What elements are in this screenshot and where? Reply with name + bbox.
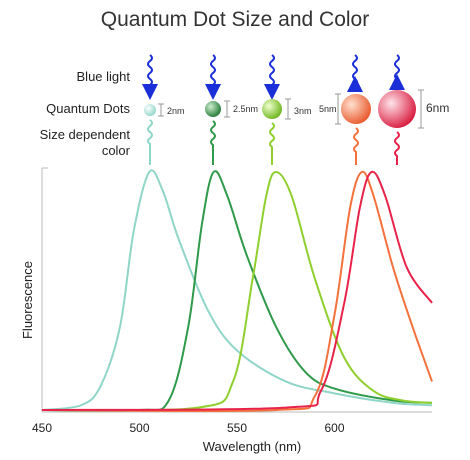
emission-wave-5 [394,131,400,165]
blue-light-wave-1 [142,54,158,100]
color-label: color [101,143,130,158]
x-tick-label-500: 500 [129,421,149,435]
dot-size-label-4: 5nm [319,104,337,114]
quantum-dot-2nm [144,104,156,116]
chart-title: Quantum Dot Size and Color [100,8,370,31]
blue-light-label: Blue light [76,69,130,84]
emission-wave-3 [269,122,275,165]
quantum-dot-6nm [378,90,416,128]
emission-wave-4 [353,127,359,165]
x-axis-label: Wavelength (nm) [203,439,302,454]
y-axis-label: Fluorescence [20,261,35,339]
series-line-1 [41,169,433,411]
blue-light-waves [142,54,405,100]
size-brackets [158,89,424,129]
emission-waves [147,119,400,165]
dot-size-label-1: 2nm [167,106,185,116]
emission-wave-1 [147,119,153,165]
tick-layer: 450 500 550 600 [32,421,345,435]
quantum-dot-5nm [341,94,371,124]
dot-size-label-5: 6nm [426,101,450,115]
quantum-dots-label: Quantum Dots [46,101,130,116]
series-layer [41,169,433,413]
x-tick-label-550: 550 [227,421,247,435]
size-dependent-label: Size dependent [39,127,130,142]
blue-light-wave-3 [264,54,280,100]
quantum-dot-3nm [262,99,282,119]
x-tick-label-600: 600 [324,421,344,435]
blue-light-wave-4 [347,54,363,92]
series-line-5 [41,170,433,411]
series-line-4 [41,170,433,413]
quantum-dot-2-5nm [205,101,221,117]
emission-wave-2 [210,120,216,165]
dot-size-label-2: 2.5nm [233,104,259,114]
blue-light-wave-2 [205,54,221,100]
series-line-3 [41,170,433,412]
dot-size-label-3: 3nm [294,106,312,116]
series-line-2 [41,170,433,412]
x-tick-label-450: 450 [32,421,52,435]
blue-light-wave-5 [389,54,405,90]
